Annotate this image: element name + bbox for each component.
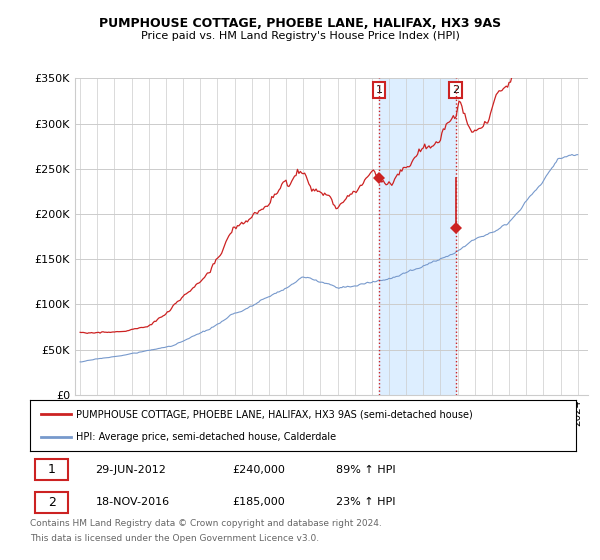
Bar: [379, 78, 455, 395]
Text: £185,000: £185,000: [232, 497, 285, 507]
Text: HPI: Average price, semi-detached house, Calderdale: HPI: Average price, semi-detached house,…: [76, 432, 337, 442]
Text: 18-NOV-2016: 18-NOV-2016: [95, 497, 170, 507]
Text: PUMPHOUSE COTTAGE, PHOEBE LANE, HALIFAX, HX3 9AS (semi-detached house): PUMPHOUSE COTTAGE, PHOEBE LANE, HALIFAX,…: [76, 409, 473, 419]
FancyBboxPatch shape: [35, 459, 68, 480]
Text: 2: 2: [48, 496, 56, 509]
Text: 1: 1: [376, 85, 383, 95]
Text: This data is licensed under the Open Government Licence v3.0.: This data is licensed under the Open Gov…: [30, 534, 319, 543]
Text: Price paid vs. HM Land Registry's House Price Index (HPI): Price paid vs. HM Land Registry's House …: [140, 31, 460, 41]
Text: Contains HM Land Registry data © Crown copyright and database right 2024.: Contains HM Land Registry data © Crown c…: [30, 519, 382, 528]
Text: £240,000: £240,000: [232, 465, 285, 475]
FancyBboxPatch shape: [35, 492, 68, 513]
Text: 89% ↑ HPI: 89% ↑ HPI: [336, 465, 395, 475]
Text: 29-JUN-2012: 29-JUN-2012: [95, 465, 166, 475]
Text: PUMPHOUSE COTTAGE, PHOEBE LANE, HALIFAX, HX3 9AS: PUMPHOUSE COTTAGE, PHOEBE LANE, HALIFAX,…: [99, 17, 501, 30]
Text: 1: 1: [48, 463, 56, 477]
Text: 23% ↑ HPI: 23% ↑ HPI: [336, 497, 395, 507]
Text: 2: 2: [452, 85, 459, 95]
